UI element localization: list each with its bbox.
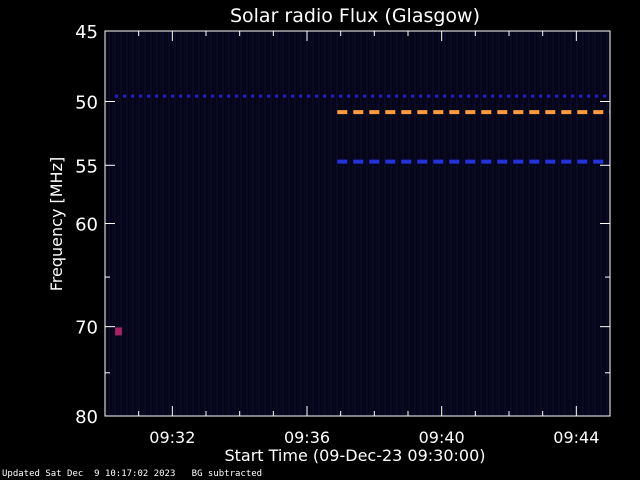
y-tick-label: 45 (75, 22, 98, 43)
y-tick-label: 70 (75, 318, 98, 339)
emission-features (115, 94, 610, 336)
updated-timestamp: Updated Sat Dec 9 10:17:02 2023 (2, 469, 176, 479)
emission-spot (115, 327, 122, 336)
x-tick-label: 09:44 (553, 428, 599, 447)
footer: Updated Sat Dec 9 10:17:02 2023 BG subtr… (2, 469, 262, 479)
y-tick-label: 80 (75, 407, 98, 428)
y-tick-label: 55 (75, 156, 98, 177)
y-tick-label: 60 (75, 215, 98, 236)
bg-subtracted-note: BG subtracted (191, 469, 263, 479)
y-tick-label: 50 (75, 93, 98, 114)
x-tick-label: 09:40 (419, 428, 465, 447)
x-axis: 09:32 09:36 09:40 09:44 (104, 31, 611, 447)
plot-background (105, 31, 610, 416)
chart-title: Solar radio Flux (Glasgow) (230, 5, 480, 27)
y-axis: 45 50 55 60 70 80 (75, 22, 610, 428)
y-axis-label: Frequency [MHz] (47, 157, 66, 291)
x-tick-label: 09:36 (284, 428, 330, 447)
x-axis-label: Start Time (09-Dec-23 09:30:00) (224, 446, 485, 465)
x-tick-label: 09:32 (149, 428, 195, 447)
